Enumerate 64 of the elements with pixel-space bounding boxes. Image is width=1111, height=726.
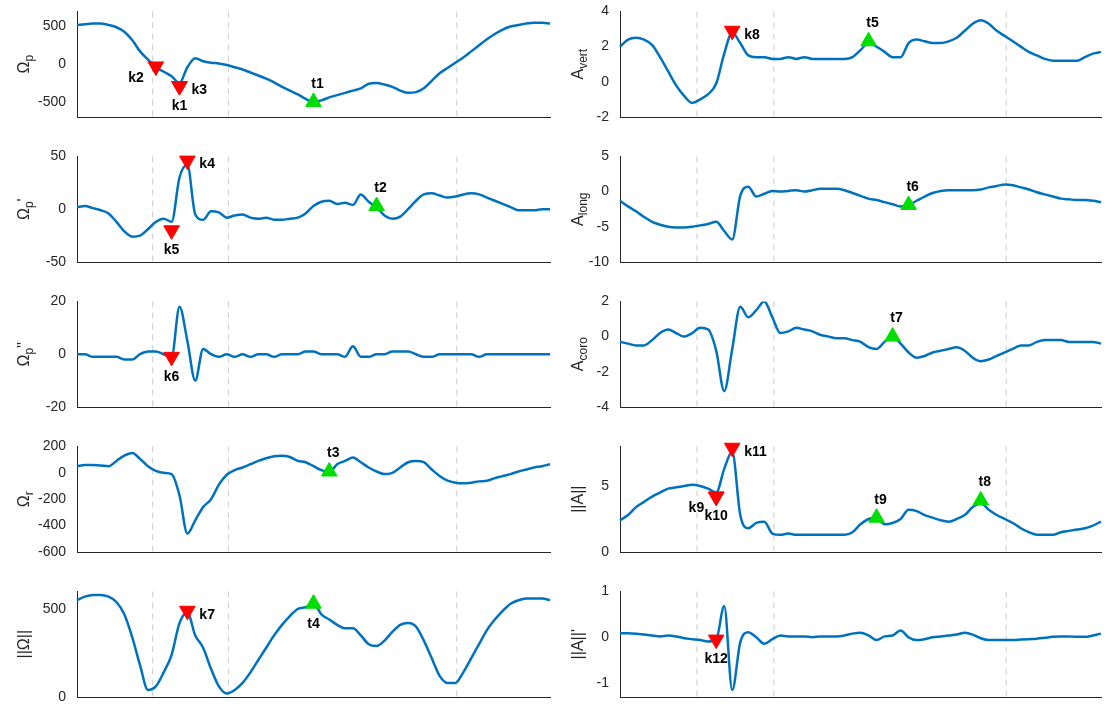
y-tick-label: -2 (596, 107, 610, 124)
y-tick-label: 0 (58, 200, 67, 217)
y-tick-label: -50 (45, 252, 67, 269)
y-tick-label: -5 (596, 217, 610, 234)
y-axis-title: Ωp'' (15, 341, 36, 367)
y-axis-title: Ωr (15, 491, 36, 508)
y-tick-label: -500 (37, 92, 67, 109)
data-label: t9 (874, 490, 887, 507)
y-tick-label: -20 (45, 397, 67, 414)
y-axis-title: Ωp' (15, 198, 36, 221)
data-label: k7 (199, 605, 216, 622)
data-label: k5 (163, 241, 180, 258)
y-tick-label: -2 (596, 362, 610, 379)
y-tick-label: 0 (601, 182, 610, 199)
data-label: k6 (163, 367, 180, 384)
y-tick-label: 0 (601, 327, 610, 344)
data-label: t3 (327, 444, 340, 461)
y-tick-label: 0 (601, 72, 610, 89)
y-tick-label: 2 (601, 37, 610, 54)
data-label: k12 (704, 650, 729, 667)
data-label: k3 (191, 80, 208, 97)
data-label: t5 (866, 14, 879, 31)
data-label: k1 (171, 96, 188, 113)
y-tick-label: 0 (601, 542, 610, 559)
y-tick-label: 0 (58, 345, 67, 362)
y-axis-title: Acoro (569, 336, 590, 372)
y-tick-label: -200 (37, 490, 67, 507)
y-axis-title: ||A||' (569, 629, 586, 660)
y-tick-label: 500 (42, 599, 67, 616)
y-tick-label: 0 (58, 687, 67, 704)
data-label: t1 (311, 74, 324, 91)
y-axis-title: Avert (569, 48, 590, 80)
y-tick-label: 4 (601, 2, 610, 19)
data-label: k4 (199, 155, 216, 172)
data-label: k11 (744, 442, 768, 459)
data-label: t6 (906, 177, 920, 194)
y-tick-label: 200 (42, 437, 67, 454)
y-tick-label: -400 (37, 516, 67, 533)
data-label: k10 (704, 507, 729, 524)
y-axis-title: Along (569, 192, 590, 226)
y-tick-label: 50 (50, 147, 67, 164)
data-label: k9 (688, 499, 705, 516)
y-tick-label: 0 (58, 55, 67, 72)
y-tick-label: 20 (50, 292, 67, 309)
y-tick-label: -1 (596, 674, 610, 691)
y-axis-title: ||A|| (569, 485, 586, 513)
data-label: t8 (978, 473, 992, 490)
y-axis-title: Ωp (15, 54, 36, 74)
y-axis-title: ||Ω|| (15, 629, 32, 659)
y-tick-label: 5 (601, 476, 610, 493)
data-label: t7 (890, 309, 903, 326)
y-tick-label: 0 (58, 463, 67, 480)
y-tick-label: -4 (596, 397, 610, 414)
y-tick-label: -600 (37, 542, 67, 559)
data-label: t2 (374, 178, 387, 195)
y-tick-label: 0 (601, 628, 610, 645)
y-tick-label: 5 (601, 147, 610, 164)
y-tick-label: 1 (601, 582, 610, 599)
y-tick-label: 2 (601, 292, 610, 309)
data-label: k8 (744, 25, 761, 42)
y-tick-label: -10 (588, 252, 610, 269)
data-label: k2 (128, 69, 145, 86)
data-label: t4 (307, 614, 320, 631)
y-tick-label: 500 (42, 17, 67, 34)
